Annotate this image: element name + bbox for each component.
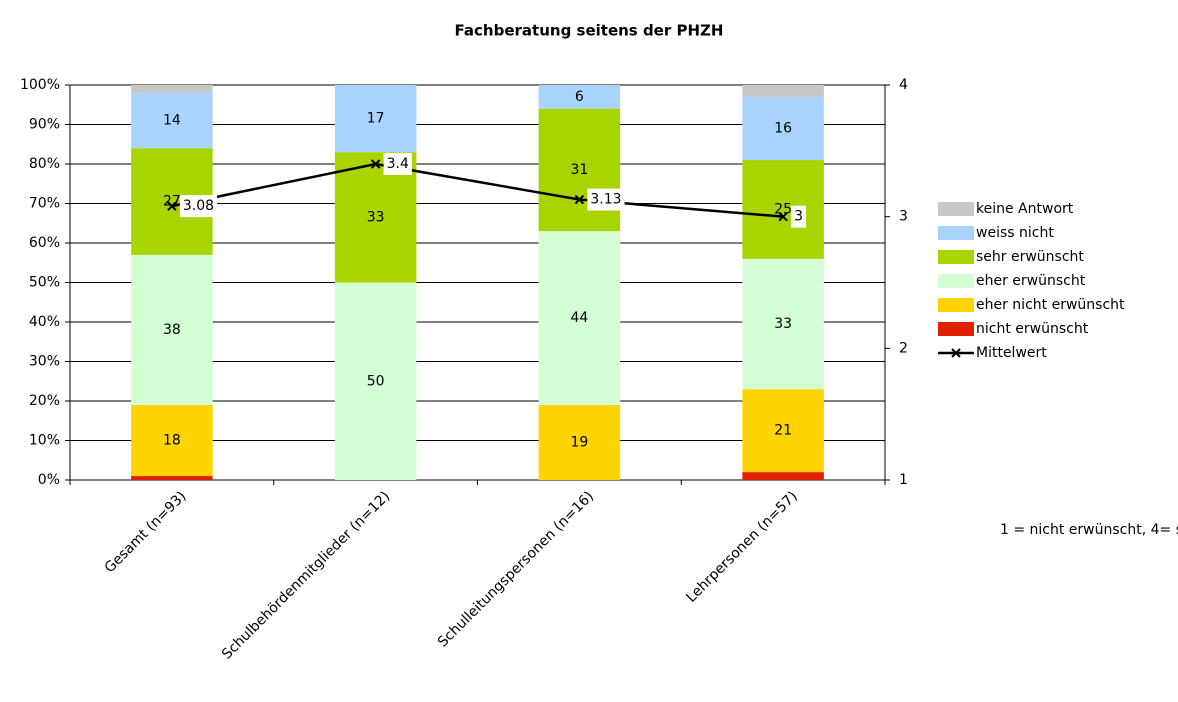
data-label-bg (179, 195, 218, 218)
data-label: 19 (570, 434, 588, 450)
legend-swatch (938, 298, 974, 312)
legend-swatch (951, 348, 961, 358)
y-tick-label: 40% (29, 314, 60, 330)
line-marker (778, 211, 788, 222)
legend-label: keine Antwort (976, 201, 1074, 217)
data-label: 18 (163, 433, 181, 449)
bar-segment (131, 404, 213, 477)
data-label: 21 (774, 423, 792, 439)
x-tick-label: Lehrpersonen (n=57) (683, 488, 800, 605)
legend-label: Mittelwert (976, 345, 1047, 361)
data-label: 17 (367, 111, 385, 127)
bar-segment (538, 404, 621, 480)
x-tick-label: Schulleitungspersonen (n=16) (435, 488, 597, 650)
y-tick-label: 20% (29, 393, 60, 409)
legend-swatch (938, 226, 974, 240)
bar-segment (742, 472, 824, 480)
data-label: 44 (570, 310, 588, 326)
data-label: 38 (163, 322, 181, 338)
y-tick-label: 30% (29, 354, 60, 370)
bar-segment (131, 92, 213, 149)
data-label: 3.4 (387, 156, 409, 172)
legend-swatch (938, 274, 974, 288)
legend-label: sehr erwünscht (976, 249, 1084, 265)
legend-swatch (938, 322, 974, 336)
legend-label: weiss nicht (976, 225, 1054, 241)
line-marker (167, 201, 177, 211)
bar-segment (538, 231, 621, 405)
bar-segment (334, 85, 417, 153)
y2-tick-label: 4 (899, 77, 908, 93)
y-tick-label: 10% (29, 433, 60, 449)
bar-segment (742, 85, 824, 97)
y-tick-label: 0% (38, 472, 60, 488)
data-label: 31 (570, 162, 588, 178)
legend-swatch (938, 202, 974, 216)
bar-segment (131, 85, 213, 93)
y-tick-label: 90% (29, 117, 60, 133)
bar-segment (538, 85, 621, 109)
y2-tick-label: 3 (899, 209, 908, 225)
annotation: 1 = nicht erwünscht, 4= sehr erwünscht (1000, 522, 1178, 538)
data-label: 50 (367, 373, 385, 389)
data-label: 3.13 (590, 192, 621, 208)
bar-segment (742, 96, 824, 161)
y-tick-label: 70% (29, 196, 60, 212)
data-label-bg (383, 153, 412, 175)
data-label: 33 (774, 316, 792, 332)
data-label: 3 (794, 209, 803, 225)
y-tick-label: 50% (29, 275, 60, 291)
legend-swatch (938, 250, 974, 264)
line-marker (574, 194, 585, 205)
bar-segment (742, 160, 824, 259)
legend-label: eher nicht erwünscht (976, 297, 1125, 313)
bar-segment (538, 108, 621, 232)
y-tick-label: 80% (29, 156, 60, 172)
y-tick-label: 60% (29, 235, 60, 251)
bar-segment (742, 389, 824, 473)
data-label-bg (587, 188, 625, 211)
data-label: 3.08 (183, 198, 214, 214)
data-label-bg (791, 205, 807, 228)
y2-tick-label: 1 (899, 472, 908, 488)
legend-label: eher erwünscht (976, 273, 1086, 289)
x-tick-label: Gesamt (n=93) (102, 488, 190, 576)
bar-segment (131, 254, 213, 405)
bar-segment (131, 476, 213, 480)
y-tick-label: 100% (20, 77, 60, 93)
data-label: 16 (774, 120, 792, 136)
legend-label: nicht erwünscht (976, 321, 1089, 337)
bar-segment (334, 282, 417, 480)
data-label: 14 (163, 113, 181, 129)
bar-segment (742, 258, 824, 390)
data-label: 33 (367, 209, 385, 225)
chart-title: Fachberatung seitens der PHZH (455, 22, 724, 40)
data-label: 6 (575, 89, 584, 105)
line (171, 162, 784, 218)
y2-tick-label: 2 (899, 340, 908, 356)
x-tick-label: Schulbehördenmitglieder (n=12) (219, 488, 393, 662)
line-marker (370, 159, 381, 169)
